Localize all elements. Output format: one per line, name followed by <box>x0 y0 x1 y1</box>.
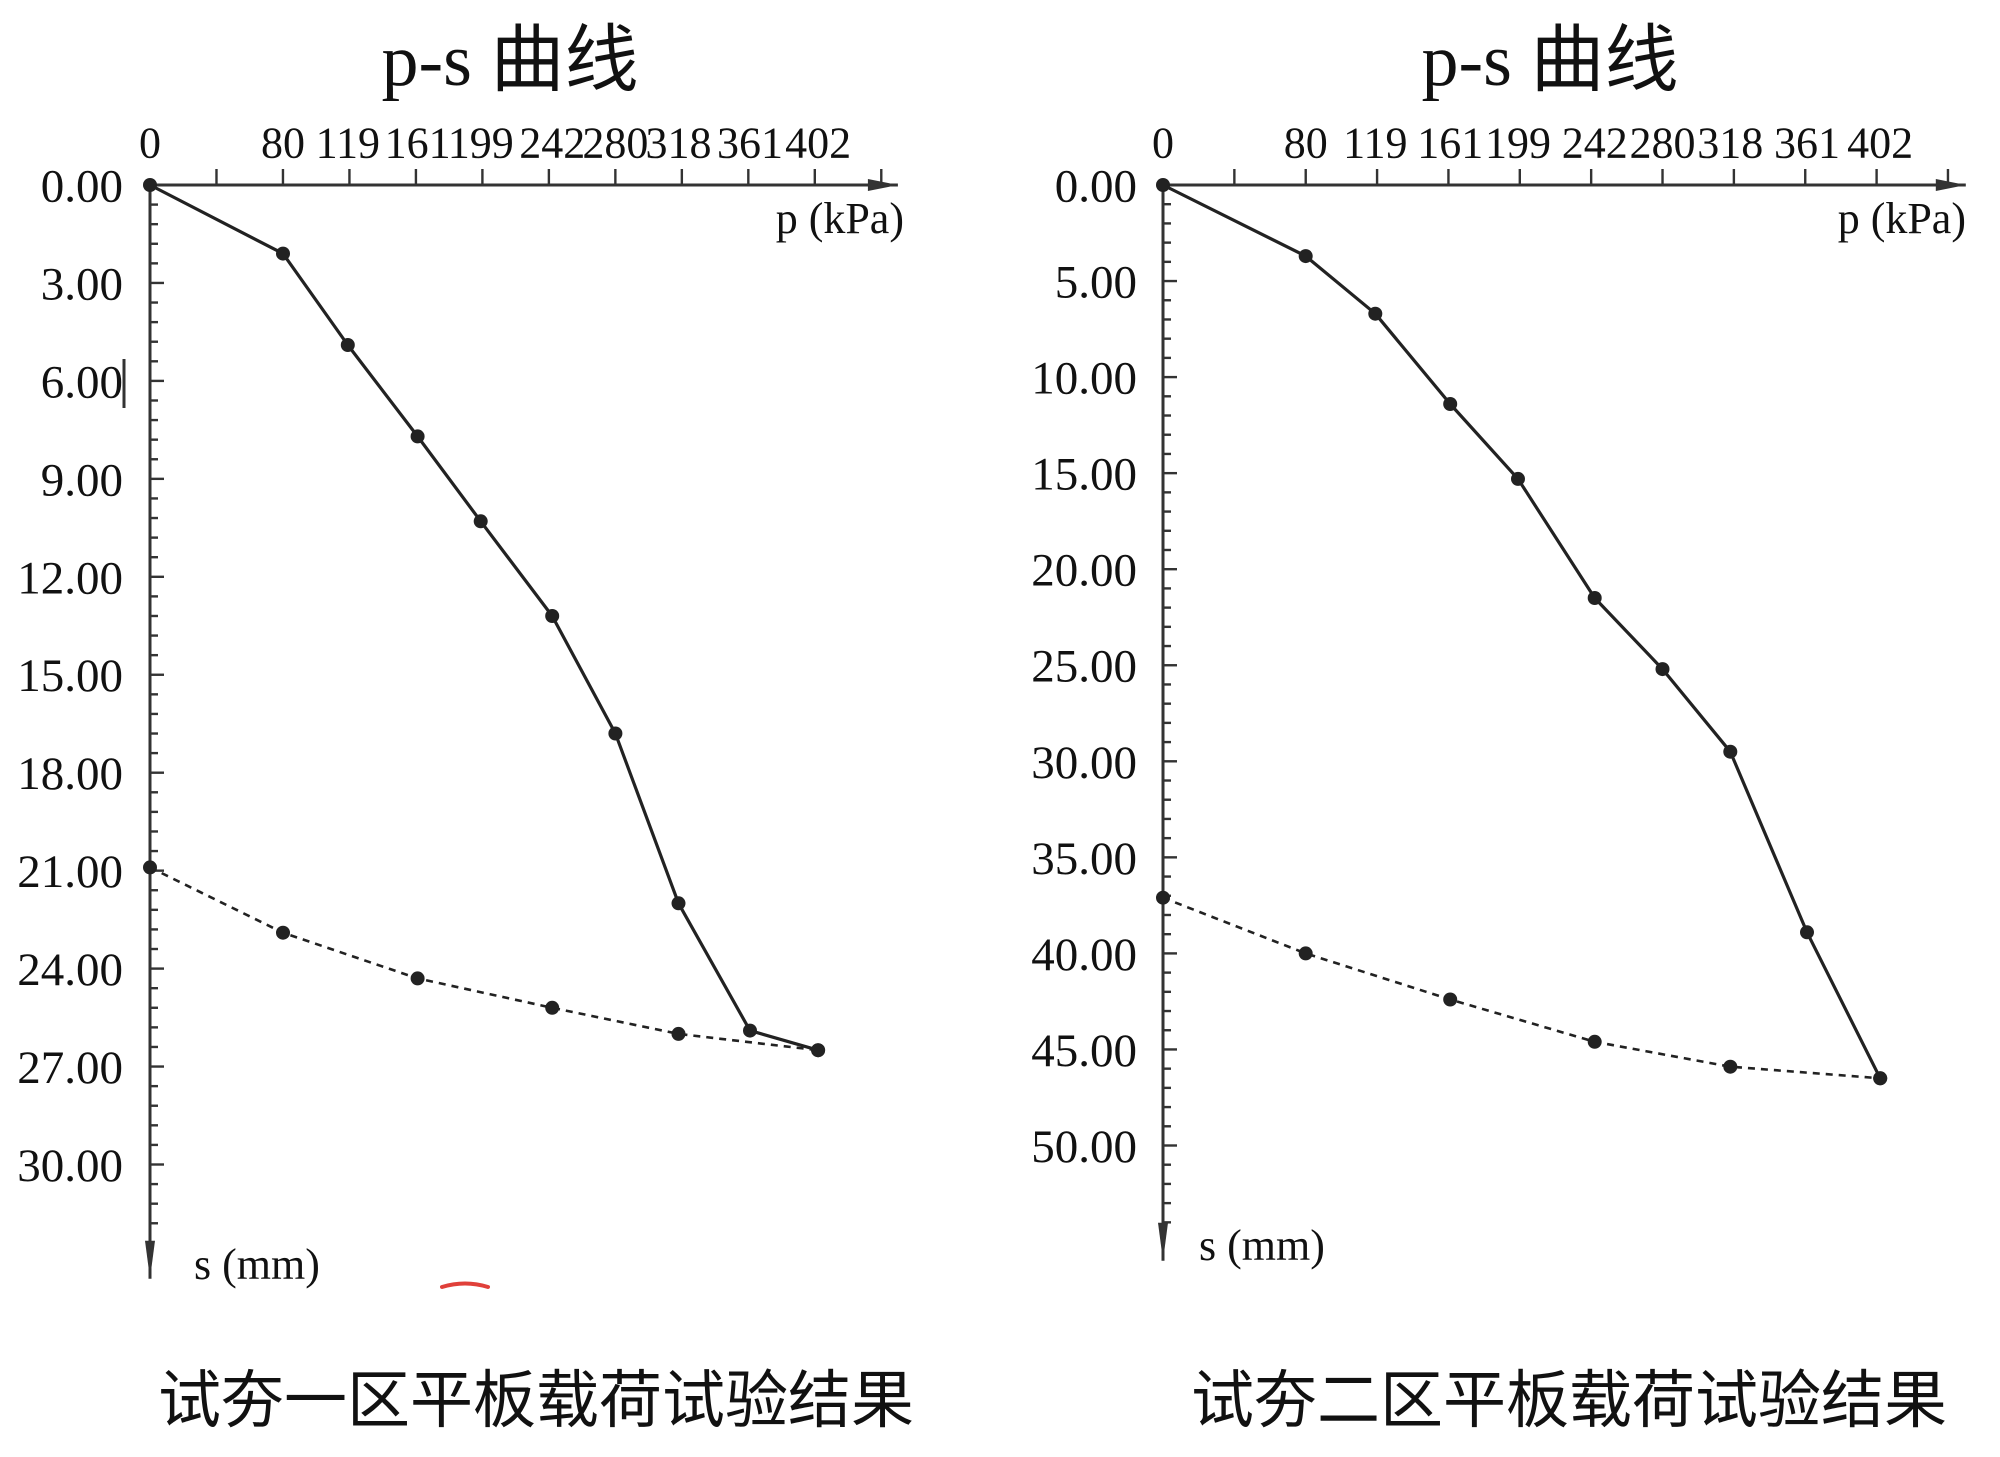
y-axis-label: s (mm) <box>194 1240 320 1289</box>
x-tick-label: 161 <box>385 118 451 167</box>
data-point-solid <box>1298 249 1313 264</box>
y-tick-label: 45.00 <box>1031 1025 1137 1077</box>
data-point-dashed <box>671 1026 686 1041</box>
data-point-solid <box>143 178 157 192</box>
y-tick-label: 15.00 <box>17 650 123 702</box>
stray-red-mark <box>440 1281 490 1289</box>
data-point-solid <box>671 896 686 911</box>
x-tick-label: 119 <box>316 118 380 167</box>
data-point-solid <box>1443 397 1458 411</box>
y-tick-label: 25.00 <box>1031 641 1137 693</box>
ps-chart-zone-2: p-s 曲线 p (kPa) s (mm) 试夯二区平板载荷试验结果 0 80 11… <box>1031 20 1966 1436</box>
x-tick-label: 242 <box>1562 118 1628 167</box>
plot-area <box>1156 178 1888 1086</box>
x-axis-arrowhead <box>1935 179 1966 191</box>
x-tick-label: 161 <box>1417 118 1483 167</box>
x-tick-label: 199 <box>1485 118 1551 167</box>
y-tick-label: 21.00 <box>17 846 123 898</box>
data-point-solid <box>1511 471 1525 486</box>
x-tick-label: 318 <box>1697 118 1763 167</box>
y-axis-label: s (mm) <box>1199 1221 1325 1270</box>
data-point-dashed <box>410 971 425 986</box>
data-point-solid <box>410 429 425 444</box>
data-point-solid <box>545 609 560 623</box>
x-tick-label: 199 <box>448 118 514 167</box>
series-line-dashed <box>149 866 819 1052</box>
y-tick-label: 15.00 <box>1031 449 1137 501</box>
chart-title: p-s 曲线 <box>382 20 639 102</box>
y-tick-label: 3.00 <box>41 258 123 310</box>
data-point-solid <box>1723 744 1738 759</box>
y-tick-label: 12.00 <box>17 552 123 604</box>
x-axis-label: p (kPa) <box>1838 194 1966 243</box>
y-tick-label: 30.00 <box>17 1140 123 1192</box>
data-point-solid <box>473 514 488 529</box>
y-axis-arrowhead <box>145 1240 155 1279</box>
data-point-solid <box>276 246 290 261</box>
data-point-dashed <box>1723 1059 1738 1074</box>
y-tick-label: 24.00 <box>17 944 123 996</box>
x-tick-label: 119 <box>1343 118 1407 167</box>
x-tick-label: 0 <box>1152 118 1174 167</box>
data-point-solid <box>1655 662 1670 677</box>
x-tick-label: 361 <box>717 118 783 167</box>
data-point-dashed <box>1873 1071 1888 1086</box>
y-tick-label: 35.00 <box>1031 833 1137 885</box>
x-axis-label: p (kPa) <box>776 194 904 243</box>
data-point-dashed <box>1298 946 1313 961</box>
axes: 0 80 119 161 199 242 280 318 361 402 0.00 5.00 10.00… <box>1031 118 1966 1261</box>
data-point-dashed <box>545 1000 560 1015</box>
x-tick-label: 80 <box>1284 118 1328 167</box>
x-tick-label: 318 <box>646 118 712 167</box>
y-tick-label: 10.00 <box>1031 353 1137 405</box>
series-line-solid <box>149 183 819 1052</box>
data-point-solid <box>1368 306 1383 321</box>
y-tick-label: 30.00 <box>1031 737 1137 789</box>
plot-area <box>143 178 826 1058</box>
y-tick-label: 0.00 <box>41 160 123 212</box>
data-point-dashed <box>811 1043 826 1058</box>
x-tick-label: 402 <box>785 118 851 167</box>
y-tick-label: 0.00 <box>1055 160 1137 212</box>
x-tick-label: 80 <box>261 118 305 167</box>
x-tick-label: 280 <box>582 118 648 167</box>
data-point-dashed <box>143 860 157 875</box>
x-tick-label: 280 <box>1630 118 1696 167</box>
chart-caption: 试夯一区平板载荷试验结果 <box>158 1366 914 1436</box>
y-axis-arrowhead <box>1158 1222 1168 1261</box>
data-point-dashed <box>1156 890 1170 905</box>
x-tick-label: 361 <box>1774 118 1840 167</box>
data-point-solid <box>1587 591 1602 605</box>
data-point-dashed <box>1587 1034 1602 1049</box>
data-point-dashed <box>276 925 290 940</box>
chart-caption: 试夯二区平板载荷试验结果 <box>1191 1366 1947 1436</box>
ps-chart-zone-1: p-s 曲线 p (kPa) s (mm) 试夯一区平板载荷试验结果 0 80 11… <box>17 20 914 1436</box>
x-tick-label: 0 <box>139 118 161 167</box>
x-tick-label: 402 <box>1847 118 1913 167</box>
data-point-solid <box>608 726 623 741</box>
y-tick-label: 18.00 <box>17 748 123 800</box>
series-line-solid <box>1162 183 1882 1080</box>
data-point-dashed <box>1443 992 1458 1007</box>
y-tick-label: 5.00 <box>1055 257 1137 309</box>
y-tick-label: 20.00 <box>1031 545 1137 597</box>
y-tick-label: 50.00 <box>1031 1121 1137 1173</box>
x-tick-label: 242 <box>519 118 585 167</box>
series-line-dashed <box>1162 896 1881 1080</box>
x-axis-arrowhead <box>867 179 898 191</box>
data-point-solid <box>743 1023 757 1038</box>
chart-title: p-s 曲线 <box>1422 20 1679 102</box>
y-tick-label: 40.00 <box>1031 929 1137 981</box>
y-tick-label: 6.00 <box>41 356 123 408</box>
data-point-solid <box>1156 178 1170 192</box>
data-point-solid <box>340 338 355 352</box>
y-tick-label: 9.00 <box>41 454 123 506</box>
data-point-solid <box>1800 925 1814 940</box>
y-tick-label: 27.00 <box>17 1042 123 1094</box>
